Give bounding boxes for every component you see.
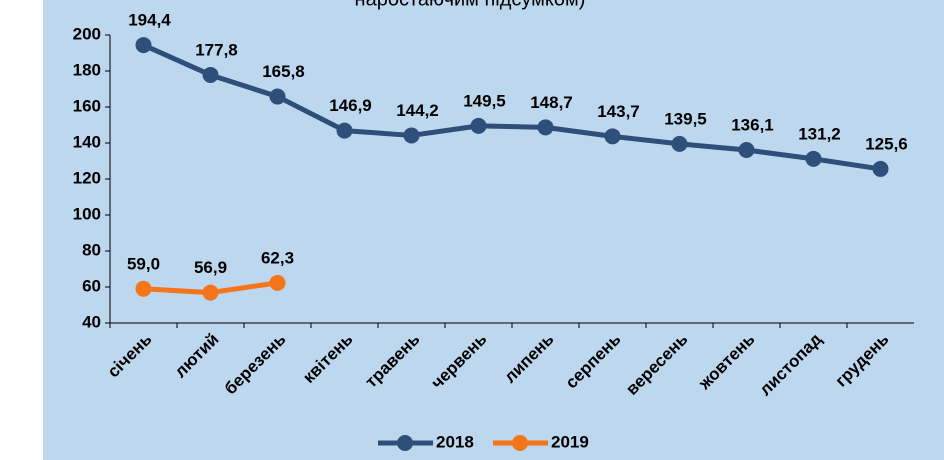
point [135, 280, 152, 297]
y-tick-label: 200 [73, 24, 101, 43]
chart-subtitle: наростаючим підсумком) [355, 0, 586, 10]
y-tick-label: 160 [73, 96, 101, 115]
data-label: 165,8 [262, 62, 305, 81]
y-tick-label: 180 [73, 60, 101, 79]
y-tick-label: 60 [82, 276, 101, 295]
y-tick-label: 80 [82, 240, 101, 259]
data-label: 56,9 [194, 258, 227, 277]
point [336, 122, 353, 139]
point [403, 127, 420, 144]
series-line [142, 42, 881, 172]
data-label: 194,4 [128, 11, 171, 30]
data-label: 144,2 [396, 101, 439, 120]
y-tick-label: 120 [73, 168, 101, 187]
data-label: 131,2 [798, 124, 841, 143]
chart-background [43, 0, 944, 460]
legend-marker [512, 435, 528, 451]
data-label: 62,3 [261, 248, 294, 267]
point [872, 160, 889, 177]
data-label: 143,7 [597, 102, 640, 121]
data-label: 59,0 [127, 254, 160, 273]
data-label: 148,7 [530, 93, 573, 112]
point [537, 119, 554, 136]
point [202, 66, 219, 83]
point [269, 274, 286, 291]
point [738, 142, 755, 159]
data-label: 177,8 [195, 40, 238, 59]
point [202, 284, 219, 301]
data-label: 139,5 [664, 109, 707, 128]
point [604, 128, 621, 145]
y-tick-label: 140 [73, 132, 101, 151]
point [671, 135, 688, 152]
point [135, 37, 152, 54]
data-label: 136,1 [731, 116, 774, 135]
point [470, 117, 487, 134]
point [805, 150, 822, 167]
data-label: 149,5 [463, 91, 506, 110]
legend-label: 2019 [551, 432, 589, 451]
data-label: 146,9 [329, 96, 372, 115]
y-tick-label: 40 [82, 312, 101, 331]
point [269, 88, 286, 105]
legend-label: 2018 [436, 432, 474, 451]
data-label: 125,6 [865, 134, 908, 153]
legend-marker [397, 435, 413, 451]
y-tick-label: 100 [73, 204, 101, 223]
